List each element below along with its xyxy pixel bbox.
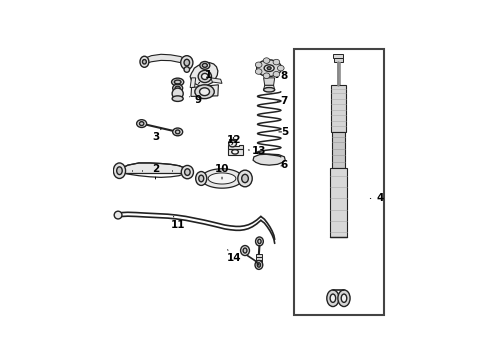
Ellipse shape	[172, 88, 183, 99]
Ellipse shape	[263, 73, 270, 78]
Polygon shape	[264, 85, 275, 90]
Ellipse shape	[229, 140, 237, 147]
Polygon shape	[120, 163, 187, 174]
Ellipse shape	[172, 96, 183, 102]
Ellipse shape	[140, 56, 149, 67]
Bar	[332, 132, 344, 168]
Ellipse shape	[199, 175, 204, 182]
Ellipse shape	[256, 237, 263, 246]
Ellipse shape	[117, 167, 122, 175]
Ellipse shape	[330, 294, 336, 302]
Ellipse shape	[181, 56, 193, 69]
Bar	[227, 149, 243, 155]
Ellipse shape	[185, 169, 190, 175]
Polygon shape	[190, 78, 196, 87]
Polygon shape	[201, 169, 243, 188]
Ellipse shape	[172, 84, 183, 92]
Text: 6: 6	[281, 160, 288, 170]
Ellipse shape	[255, 62, 262, 68]
Ellipse shape	[263, 58, 270, 63]
Ellipse shape	[174, 80, 181, 84]
Polygon shape	[211, 78, 222, 84]
Ellipse shape	[184, 67, 190, 72]
Ellipse shape	[201, 73, 208, 80]
Text: 11: 11	[171, 216, 185, 230]
Text: 14: 14	[227, 250, 242, 263]
Ellipse shape	[257, 60, 282, 76]
Ellipse shape	[258, 239, 261, 244]
Ellipse shape	[277, 66, 284, 71]
Ellipse shape	[255, 69, 262, 74]
Bar	[337, 62, 340, 85]
Bar	[330, 168, 347, 237]
Ellipse shape	[175, 130, 180, 134]
Text: 1: 1	[198, 70, 212, 84]
Ellipse shape	[241, 246, 249, 256]
Polygon shape	[191, 85, 219, 96]
Ellipse shape	[113, 163, 125, 179]
Polygon shape	[227, 145, 243, 149]
Text: 12: 12	[227, 135, 242, 145]
Ellipse shape	[264, 65, 274, 72]
Ellipse shape	[338, 290, 350, 307]
Ellipse shape	[264, 87, 275, 92]
Text: 7: 7	[278, 96, 288, 107]
Ellipse shape	[184, 59, 190, 66]
Ellipse shape	[199, 88, 210, 96]
Polygon shape	[145, 54, 186, 66]
Bar	[334, 58, 343, 62]
Ellipse shape	[202, 63, 207, 67]
Ellipse shape	[114, 211, 122, 219]
Ellipse shape	[273, 71, 280, 77]
Polygon shape	[264, 78, 275, 85]
Ellipse shape	[243, 248, 247, 253]
Ellipse shape	[198, 70, 212, 82]
Polygon shape	[256, 257, 263, 260]
Ellipse shape	[196, 172, 207, 185]
Polygon shape	[256, 255, 263, 257]
Ellipse shape	[195, 85, 214, 99]
Ellipse shape	[143, 59, 147, 64]
Ellipse shape	[267, 67, 271, 69]
Ellipse shape	[172, 78, 184, 86]
Polygon shape	[190, 63, 218, 86]
Ellipse shape	[257, 263, 261, 267]
Ellipse shape	[273, 59, 280, 65]
Ellipse shape	[341, 294, 347, 302]
Polygon shape	[229, 139, 237, 144]
Text: 4: 4	[370, 193, 384, 203]
Ellipse shape	[232, 150, 238, 154]
Ellipse shape	[200, 62, 210, 69]
Ellipse shape	[175, 86, 180, 90]
Ellipse shape	[255, 261, 263, 269]
Ellipse shape	[242, 174, 248, 183]
Text: 3: 3	[152, 129, 161, 143]
Polygon shape	[208, 173, 236, 184]
Ellipse shape	[140, 122, 144, 126]
Ellipse shape	[181, 166, 194, 179]
Ellipse shape	[238, 170, 252, 187]
Text: 13: 13	[248, 146, 267, 156]
Text: 5: 5	[279, 127, 288, 137]
Text: 2: 2	[152, 164, 159, 179]
Ellipse shape	[172, 128, 183, 136]
Ellipse shape	[137, 120, 147, 127]
Bar	[334, 54, 343, 58]
Bar	[294, 49, 384, 315]
Bar	[331, 85, 346, 132]
Text: 8: 8	[276, 72, 288, 81]
Polygon shape	[256, 260, 263, 263]
Polygon shape	[253, 154, 285, 165]
Ellipse shape	[327, 290, 339, 307]
Text: 9: 9	[190, 95, 202, 105]
Text: 10: 10	[215, 164, 229, 179]
Polygon shape	[173, 94, 182, 99]
